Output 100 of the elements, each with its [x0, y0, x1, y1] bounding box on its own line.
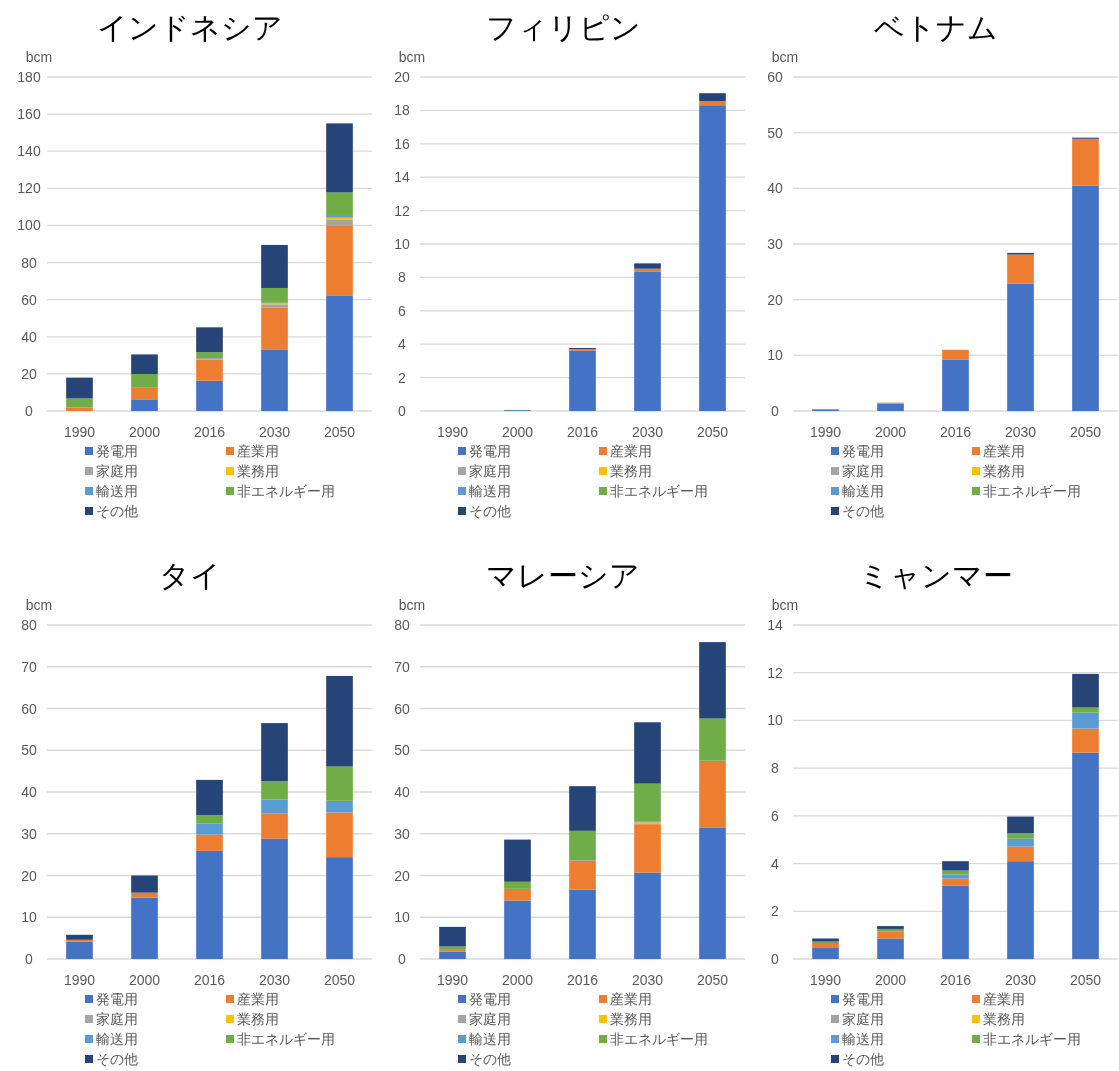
legend-label: 家庭用 — [469, 463, 511, 479]
bar — [634, 263, 661, 269]
y-tick-label: 20 — [394, 69, 410, 85]
bar — [131, 374, 158, 388]
bar — [131, 892, 158, 898]
bar — [1007, 833, 1034, 839]
bar — [196, 327, 223, 353]
legend-label: 産業用 — [237, 443, 279, 459]
bar — [569, 786, 596, 831]
legend-label: 非エネルギー用 — [610, 483, 708, 499]
bar — [66, 941, 93, 959]
bar — [699, 101, 726, 106]
x-tick-label: 2000 — [501, 424, 534, 440]
legend-label: 家庭用 — [842, 1011, 884, 1027]
bar — [261, 307, 288, 350]
bar — [196, 352, 223, 359]
legend-label: 発電用 — [469, 443, 511, 459]
bar — [196, 779, 223, 815]
bar — [439, 926, 466, 947]
bar — [326, 225, 353, 296]
bar — [942, 885, 969, 959]
y-tick-label: 80 — [394, 617, 410, 633]
y-tick-label: 40 — [21, 328, 37, 345]
y-tick-label: 160 — [17, 106, 41, 123]
x-tick-label: 2050 — [696, 972, 729, 988]
bar — [812, 948, 839, 959]
bar — [196, 814, 223, 824]
bar — [326, 295, 353, 411]
legend-label: 業務用 — [237, 1011, 279, 1027]
bar — [1072, 728, 1099, 753]
bar — [942, 349, 969, 360]
y-tick-label: 40 — [394, 784, 410, 800]
bar — [634, 271, 661, 411]
legend-label: 業務用 — [610, 463, 652, 479]
bar — [196, 359, 223, 381]
y-tick-label: 20 — [21, 867, 37, 884]
y-tick-label: 180 — [17, 69, 41, 85]
x-tick-label: 2016 — [939, 424, 972, 440]
bar — [699, 827, 726, 959]
bar — [66, 377, 93, 399]
legend-label: 非エネルギー用 — [983, 483, 1081, 499]
y-tick-label: 70 — [394, 658, 410, 675]
bar — [699, 105, 726, 411]
chart-title: フィリピン — [485, 11, 641, 44]
legend-label: その他 — [842, 503, 884, 519]
y-axis-title: bcm — [398, 49, 426, 65]
legend-label: 産業用 — [610, 991, 652, 1007]
y-tick-label: 0 — [398, 951, 407, 967]
bar — [699, 93, 726, 102]
bar — [196, 823, 223, 835]
bar — [261, 244, 288, 288]
chart-title: ミャンマー — [859, 559, 1013, 592]
bar — [877, 938, 904, 959]
legend-label: その他 — [842, 1051, 884, 1067]
y-axis-title: bcm — [25, 597, 53, 613]
bar — [261, 799, 288, 814]
bar — [699, 761, 726, 828]
bar — [196, 834, 223, 851]
y-tick-label: 20 — [21, 365, 37, 382]
y-tick-label: 140 — [17, 143, 41, 160]
bar — [196, 380, 223, 411]
y-tick-label: 80 — [21, 617, 37, 633]
y-tick-label: 2 — [398, 369, 407, 386]
bar — [942, 870, 969, 875]
bar — [942, 878, 969, 886]
y-tick-label: 4 — [398, 336, 407, 353]
bar — [1072, 752, 1099, 959]
bar — [66, 398, 93, 408]
y-tick-label: 50 — [767, 124, 783, 141]
legend-label: 非エネルギー用 — [237, 483, 335, 499]
y-tick-label: 6 — [771, 807, 780, 824]
legend-label: 家庭用 — [96, 463, 138, 479]
bar — [634, 824, 661, 873]
bar — [1072, 673, 1099, 708]
x-tick-label: 2030 — [258, 972, 291, 988]
y-tick-label: 60 — [21, 700, 37, 717]
bar — [1072, 707, 1099, 713]
legend-label: 非エネルギー用 — [610, 1031, 708, 1047]
y-tick-label: 60 — [767, 69, 783, 85]
y-tick-label: 10 — [21, 909, 37, 926]
y-tick-label: 30 — [21, 825, 37, 842]
bar — [261, 723, 288, 782]
bar — [326, 766, 353, 801]
x-tick-label: 2050 — [323, 424, 356, 440]
legend-label: 業務用 — [983, 463, 1025, 479]
legend-label: 発電用 — [96, 991, 138, 1007]
y-tick-label: 2 — [771, 903, 780, 920]
y-tick-label: 60 — [394, 700, 410, 717]
x-tick-label: 2030 — [1004, 424, 1037, 440]
legend-label: その他 — [469, 1051, 511, 1067]
x-tick-label: 2050 — [1069, 972, 1102, 988]
chart-title: インドネシア — [97, 11, 283, 44]
y-tick-label: 16 — [394, 135, 410, 152]
x-tick-label: 2050 — [696, 424, 729, 440]
legend-label: 発電用 — [96, 443, 138, 459]
y-tick-label: 10 — [767, 347, 783, 364]
y-tick-label: 8 — [398, 269, 407, 286]
bar — [504, 881, 531, 889]
bar — [504, 839, 531, 882]
x-tick-label: 2030 — [631, 424, 664, 440]
